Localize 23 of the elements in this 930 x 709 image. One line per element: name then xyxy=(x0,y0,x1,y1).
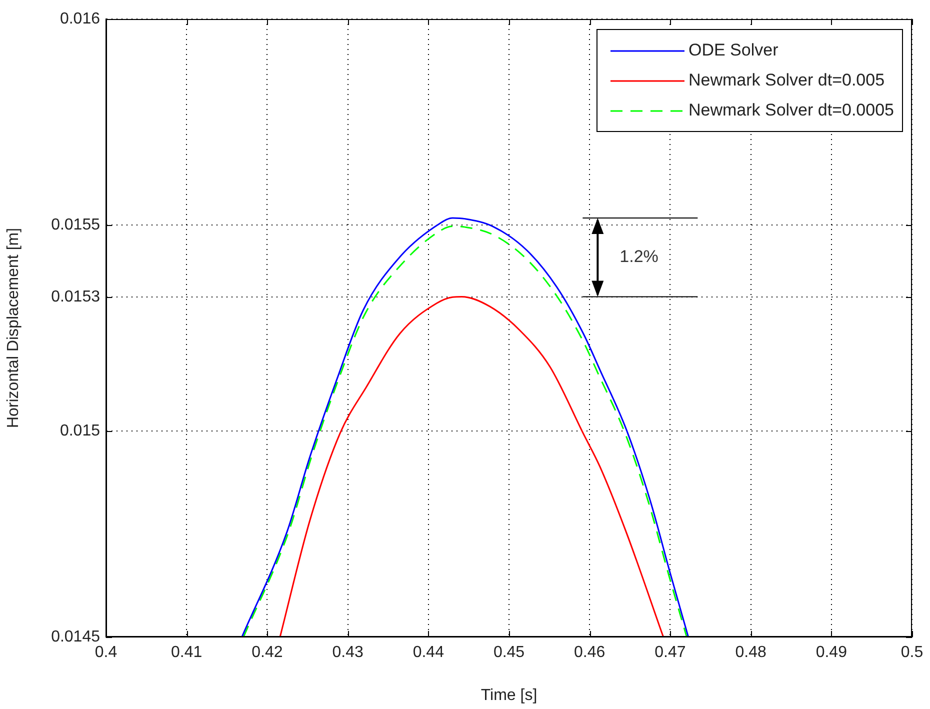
x-tick-label: 0.44 xyxy=(412,644,444,662)
y-axis-title: Horizontal Displacement [m] xyxy=(5,228,22,428)
x-tick-label: 0.42 xyxy=(252,644,283,662)
x-tick-label: 0.46 xyxy=(574,644,606,662)
x-tick-label: 0.41 xyxy=(171,644,202,662)
x-tick-label: 0.4 xyxy=(94,644,118,662)
x-tick-label: 0.47 xyxy=(654,644,686,662)
x-tick-label: 0.49 xyxy=(816,644,848,662)
legend-label: Newmark Solver dt=0.0005 xyxy=(688,100,894,120)
x-tick-label: 0.5 xyxy=(900,644,924,662)
x-axis-title: Time [s] xyxy=(480,686,538,704)
y-tick-label: 0.0155 xyxy=(51,216,100,234)
y-tick-label: 0.0153 xyxy=(51,288,100,306)
legend-label: ODE Solver xyxy=(688,40,779,60)
x-tick-label: 0.43 xyxy=(332,644,364,662)
y-tick-label: 0.016 xyxy=(60,10,100,28)
y-tick-label: 0.0145 xyxy=(51,628,100,646)
x-tick-label: 0.45 xyxy=(493,644,525,662)
annotation: 1.2% xyxy=(620,247,658,266)
x-tick-label: 0.48 xyxy=(735,644,766,662)
legend-label: Newmark Solver dt=0.005 xyxy=(688,70,885,90)
y-tick-label: 0.015 xyxy=(60,422,100,440)
line-series xyxy=(279,296,664,637)
